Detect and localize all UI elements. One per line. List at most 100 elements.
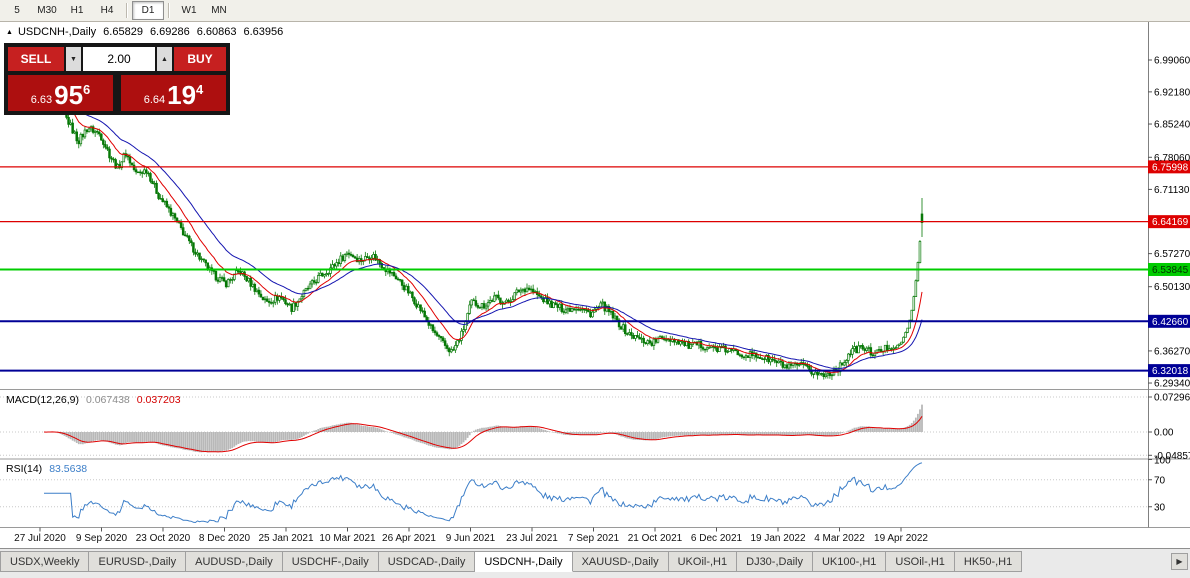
candle-body	[556, 304, 559, 308]
macd-indicator-header: MACD(12,26,9) 0.067438 0.037203	[6, 394, 181, 406]
bid-price-big: 95	[54, 80, 84, 110]
candle-body	[447, 348, 451, 353]
candle-body	[126, 155, 130, 158]
chart-tab-usdcnh[interactable]: USDCNH-,Daily	[475, 551, 573, 572]
candle-body	[474, 300, 478, 306]
candle-body	[840, 362, 844, 366]
timeframe-button-h4[interactable]: H4	[100, 5, 114, 16]
candle-body	[407, 285, 410, 294]
collapse-panel-icon[interactable]: ▲	[6, 28, 13, 36]
candle-body	[515, 289, 519, 294]
candle-body	[286, 303, 289, 306]
chart-tab-ukoil[interactable]: UKOil-,H1	[668, 551, 738, 572]
price-tick-label: 6.29340	[1154, 379, 1190, 390]
candle-body	[679, 341, 682, 345]
candle-body	[486, 302, 490, 307]
candle-body	[130, 162, 134, 166]
candle-body	[405, 285, 408, 291]
candle-body	[507, 299, 510, 302]
candle-body	[402, 285, 406, 291]
rsi-label: RSI(14)	[6, 463, 43, 475]
candle-body	[143, 169, 146, 174]
chart-tab-usdx[interactable]: USDX,Weekly	[0, 551, 90, 572]
timeframe-button-m30[interactable]: M30	[37, 5, 57, 16]
price-tick-label: 6.50130	[1154, 282, 1190, 293]
timeframe-button-m5[interactable]: 5	[14, 5, 20, 16]
candle-body	[329, 267, 332, 274]
chart-tab-usdchf[interactable]: USDCHF-,Daily	[282, 551, 379, 572]
chart-tab-eurusd[interactable]: EURUSD-,Daily	[89, 551, 187, 572]
volume-increase-icon[interactable]: ▲	[157, 47, 172, 71]
candle-body	[366, 256, 369, 259]
candle-body	[398, 279, 402, 281]
candle-body	[186, 235, 189, 237]
candle-body	[648, 340, 652, 344]
candle-body	[906, 327, 909, 333]
candle-body	[278, 296, 281, 301]
candle-body	[337, 262, 340, 264]
candle-body	[732, 348, 735, 351]
price-chart[interactable]: 6.75998 6.64169 6.53845 6.42660 6.32018 6.990…	[0, 22, 1190, 548]
candle-body	[335, 262, 338, 267]
candle-body	[527, 287, 531, 290]
chart-tab-uk100[interactable]: UK100-,H1	[812, 551, 887, 572]
candle-body	[263, 298, 267, 301]
candle-body	[570, 308, 574, 312]
candle-body	[875, 349, 879, 354]
candle-body	[652, 338, 656, 346]
rsi-value: 83.5638	[49, 463, 88, 475]
volume-input[interactable]: 2.00	[83, 47, 155, 71]
chart-tab-audusd[interactable]: AUDUSD-,Daily	[186, 551, 283, 572]
candle-body	[871, 354, 875, 357]
candle-body	[759, 357, 762, 360]
timeframe-button-w1[interactable]: W1	[181, 5, 197, 16]
candle-body	[216, 279, 220, 282]
candle-body	[838, 362, 842, 373]
candle-body	[564, 309, 568, 313]
candle-body	[257, 289, 261, 295]
candle-body	[100, 133, 103, 141]
bid-price-tile[interactable]: 6.63 95 6	[8, 75, 113, 111]
candle-body	[587, 309, 590, 313]
bid-price-pip: 6	[83, 82, 91, 97]
candle-body	[619, 326, 623, 330]
candle-body	[771, 358, 774, 361]
timeframe-button-mn[interactable]: MN	[211, 5, 227, 16]
candle-body	[609, 311, 613, 313]
timeframe-button-d1[interactable]: D1	[132, 1, 164, 20]
chart-tab-xauusd[interactable]: XAUUSD-,Daily	[572, 551, 669, 572]
candle-body	[572, 308, 576, 311]
candle-body	[499, 297, 502, 304]
symbol-name: USDCNH-,Daily	[17, 26, 97, 38]
ask-price-tile[interactable]: 6.64 19 4	[121, 75, 226, 111]
candle-body	[914, 280, 918, 297]
candle-body	[783, 364, 787, 368]
timeframe-button-h1[interactable]: H1	[70, 5, 84, 16]
candle-body	[419, 304, 422, 312]
candle-body	[290, 303, 293, 312]
chart-tab-usoil[interactable]: USOil-,H1	[886, 551, 955, 572]
candle-body	[763, 358, 766, 361]
candle-body	[562, 311, 566, 313]
candle-body	[589, 311, 592, 318]
candle-body	[910, 309, 914, 321]
buy-button[interactable]: BUY	[174, 47, 226, 71]
chart-tab-usdcad[interactable]: USDCAD-,Daily	[378, 551, 476, 572]
candle-body	[585, 309, 588, 311]
candle-body	[190, 240, 193, 244]
ask-price-pip: 4	[196, 82, 204, 97]
candle-body	[724, 345, 727, 353]
candle-body	[218, 277, 222, 282]
volume-decrease-icon[interactable]: ▼	[66, 47, 81, 71]
macd-label: MACD(12,26,9)	[6, 394, 79, 406]
chart-tab-hk50[interactable]: HK50-,H1	[954, 551, 1023, 572]
candle-body	[916, 262, 920, 282]
candle-body	[495, 294, 498, 297]
candle-body	[847, 353, 850, 361]
tab-scroll-right-icon[interactable]: ▶	[1171, 553, 1188, 570]
sell-button[interactable]: SELL	[8, 47, 64, 71]
candle-body	[531, 288, 535, 293]
chart-tab-dj30[interactable]: DJ30-,Daily	[737, 551, 813, 572]
candle-body	[341, 255, 345, 261]
candle-body	[79, 133, 83, 145]
